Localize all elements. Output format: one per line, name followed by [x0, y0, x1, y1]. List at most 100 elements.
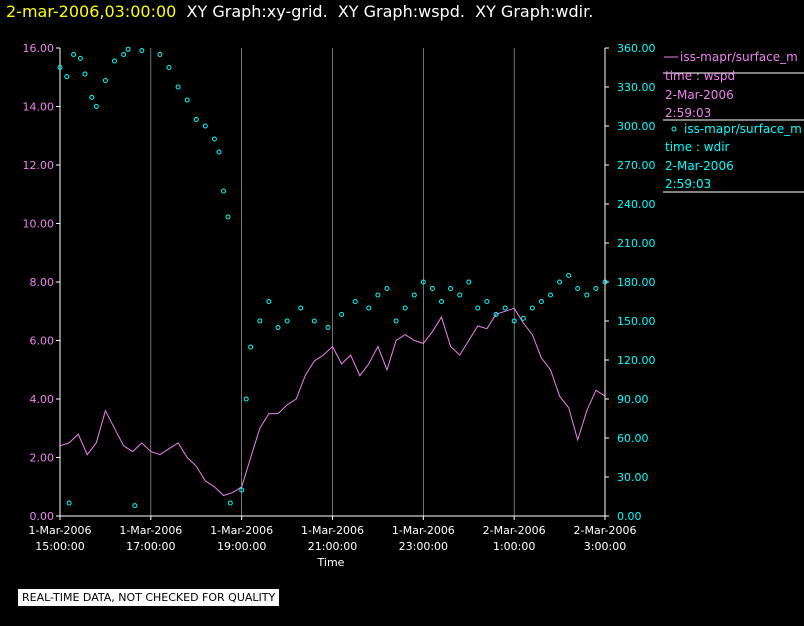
legend-wdir-name: iss-mapr/surface_m — [684, 122, 802, 136]
right-tick-label: 30.00 — [617, 471, 649, 484]
wdir-series-points — [57, 46, 608, 509]
wdir-point — [121, 52, 127, 57]
wdir-point — [227, 500, 233, 506]
wdir-point — [132, 503, 138, 509]
wdir-point — [66, 500, 72, 506]
wdir-point — [202, 123, 208, 129]
wdir-point — [502, 305, 508, 311]
x-tick-time: 3:00:00 — [584, 540, 626, 553]
wdir-point — [311, 318, 317, 324]
wdir-point — [243, 396, 249, 402]
wdir-point — [411, 292, 417, 298]
wdir-point — [529, 305, 535, 311]
wdir-point — [221, 188, 226, 194]
wdir-point — [193, 117, 199, 122]
wdir-point — [493, 312, 499, 317]
wdir-point — [475, 305, 481, 311]
x-tick-time: 19:00:00 — [217, 540, 266, 553]
left-y-axis: 0.00 2.00 4.00 6.00 8.00 10.00 12.00 14.00 16.00 — [23, 42, 61, 523]
wdir-point — [175, 84, 181, 90]
wdir-point — [89, 94, 95, 100]
grid-lines — [59, 48, 606, 516]
x-tick-time: 23:00:00 — [399, 540, 448, 553]
graph-name-wdir: XY Graph:wdir. — [475, 2, 594, 21]
right-tick-label: 60.00 — [617, 432, 649, 445]
legend: iss-mapr/surface_m time : wspd 2-Mar-200… — [663, 50, 804, 193]
timestamp: 2-mar-2006,03:00:00 — [6, 2, 177, 21]
wdir-point — [77, 55, 83, 61]
x-axis: 1-Mar-2006 15:00:00 1-Mar-2006 17:00:00 1-Ma… — [29, 515, 637, 553]
wdir-point — [139, 48, 145, 54]
x-tick-date: 2-Mar-2006 — [574, 524, 637, 537]
wdir-point — [298, 305, 304, 311]
x-tick-date: 1-Mar-2006 — [392, 524, 455, 537]
wdir-point — [593, 286, 599, 291]
x-tick-date: 1-Mar-2006 — [119, 524, 182, 537]
wdir-point — [429, 286, 435, 291]
wdir-point — [566, 273, 572, 278]
x-tick-date: 1-Mar-2006 — [210, 524, 273, 537]
x-tick-time: 17:00:00 — [126, 540, 175, 553]
wdir-point — [352, 299, 358, 304]
x-tick-time: 1:00:00 — [493, 540, 535, 553]
wdir-point — [584, 292, 590, 298]
wdir-point — [366, 305, 372, 311]
wdir-point — [548, 292, 553, 298]
wdir-point — [448, 286, 454, 291]
wdir-point — [93, 104, 99, 109]
wdir-point — [602, 279, 608, 285]
wdir-point — [284, 318, 290, 324]
right-tick-label: 270.00 — [617, 159, 656, 172]
wdir-point — [157, 52, 163, 57]
wdir-point — [439, 299, 444, 304]
wdir-point — [211, 136, 217, 142]
left-tick-label: 2.00 — [30, 452, 55, 465]
wdir-point — [239, 487, 245, 493]
x-tick-date: 2-Mar-2006 — [483, 524, 546, 537]
wdir-point — [125, 46, 131, 52]
left-tick-label: 0.00 — [30, 510, 55, 523]
quality-notice: REAL-TIME DATA, NOT CHECKED FOR QUALITY — [18, 589, 280, 606]
legend-wspd-field: time : wspd — [665, 69, 735, 83]
right-tick-label: 120.00 — [617, 354, 656, 367]
right-tick-label: 90.00 — [617, 393, 649, 406]
left-tick-label: 8.00 — [30, 276, 55, 289]
left-tick-label: 12.00 — [23, 159, 55, 172]
x-tick-date: 1-Mar-2006 — [301, 524, 364, 537]
x-axis-label: Time — [317, 556, 345, 569]
wdir-point — [257, 318, 263, 324]
left-tick-label: 4.00 — [30, 393, 55, 406]
wdir-point — [466, 279, 472, 285]
right-tick-label: 0.00 — [617, 510, 642, 523]
graph-name-wspd: XY Graph:wspd. — [337, 2, 465, 21]
x-tick-time: 21:00:00 — [308, 540, 357, 553]
wdir-point — [511, 318, 517, 324]
wdir-point — [538, 299, 544, 304]
legend-wdir-time: 2:59:03 — [665, 177, 711, 191]
graph-name-xy-grid: XY Graph:xy-grid. — [186, 2, 328, 21]
legend-circle-marker — [671, 126, 677, 132]
legend-wspd-time: 2:59:03 — [665, 106, 711, 120]
right-y-axis: 0.00 30.00 60.00 90.00 120.00 150.00 180.00 210… — [604, 42, 656, 523]
left-tick-label: 16.00 — [23, 42, 55, 55]
wdir-point — [166, 65, 172, 70]
wdir-point — [216, 149, 222, 155]
x-tick-time: 15:00:00 — [35, 540, 84, 553]
left-tick-label: 14.00 — [23, 101, 55, 114]
legend-wspd-date: 2-Mar-2006 — [665, 88, 734, 102]
wdir-point — [325, 325, 331, 330]
right-tick-label: 150.00 — [617, 315, 656, 328]
wdir-point — [57, 65, 63, 70]
wdir-point — [393, 318, 399, 324]
right-tick-label: 300.00 — [617, 120, 656, 133]
legend-wdir-date: 2-Mar-2006 — [665, 159, 734, 173]
wdir-point — [266, 299, 272, 304]
wdir-point — [457, 292, 463, 298]
legend-wdir-field: time : wdir — [665, 140, 730, 154]
wdir-point — [339, 312, 345, 317]
left-tick-label: 6.00 — [30, 335, 55, 348]
wdir-point — [484, 299, 490, 304]
wdir-point — [402, 305, 408, 311]
wdir-point — [575, 286, 581, 291]
